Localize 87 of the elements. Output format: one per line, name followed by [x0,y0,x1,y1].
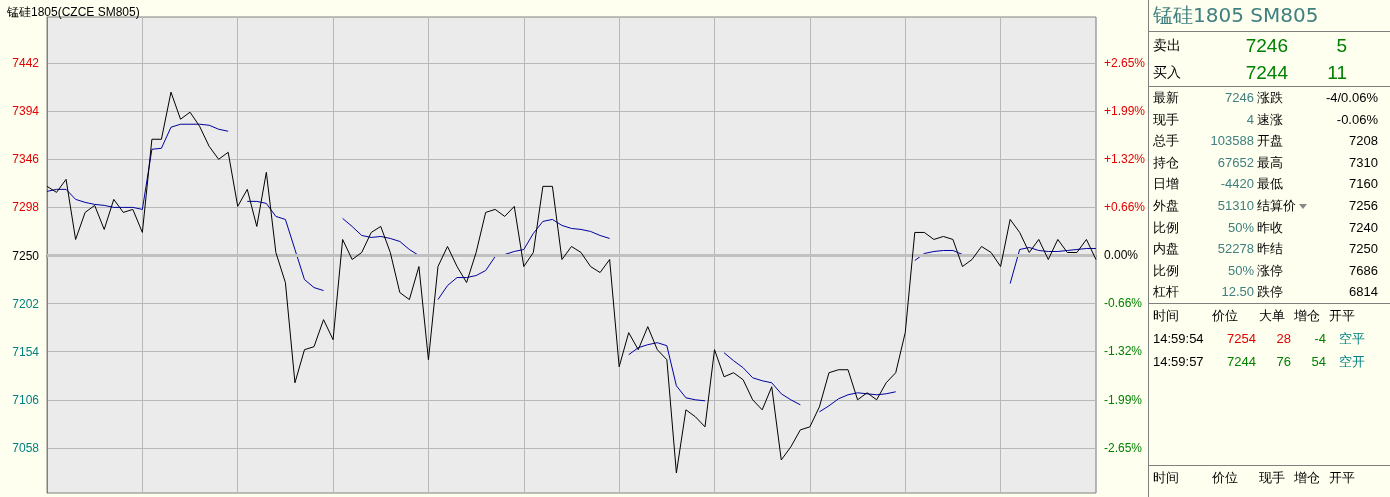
chart-title: 锰硅1805(CZCE SM805) [6,5,140,19]
y2-tick-label: -0.66% [1103,296,1143,311]
text: 28 [1275,329,1291,348]
y-tick-label: 7058 [12,440,40,455]
text: 7256 [1348,196,1378,215]
text: 7246 [1224,89,1254,107]
text: 空开 [1338,352,1365,371]
text: 日增 [1153,175,1180,194]
text: 价位 [1212,306,1239,325]
text: 50% [1226,218,1254,237]
text: 7208 [1348,132,1378,151]
text: 价位 [1212,469,1239,487]
text: 7244 [1244,61,1288,85]
text: 开平 [1329,306,1356,325]
text: 增仓 [1294,469,1321,487]
text: 14:59:57 [1153,352,1205,371]
text: 14:59:54 [1153,329,1205,348]
text: 67652 [1216,153,1254,172]
text: 结算价 [1257,196,1297,215]
text: -4 [1313,329,1326,348]
text: 锰硅1805 SM805 [1149,0,1390,32]
text: 最高 [1257,153,1284,172]
line-series [46,91,1097,474]
text: 11 [1326,61,1347,85]
text: 6814 [1348,283,1378,302]
text: 比例 [1153,218,1180,237]
text: 52278 [1216,240,1254,259]
text: 外盘 [1153,196,1180,215]
y2-tick-label: -1.99% [1103,392,1143,407]
text: 7250 [1348,240,1378,259]
text: 卖出 [1153,36,1182,55]
text: 7686 [1348,261,1378,280]
y2-tick-label: +1.99% [1103,103,1146,118]
text: 开盘 [1257,132,1284,151]
y2-tick-label: 0.00% [1103,248,1139,263]
text: 买入 [1153,63,1182,82]
text: 开平 [1329,469,1356,487]
text: 涨停 [1257,261,1284,280]
y-tick-label: 7202 [12,296,40,311]
text: -0.06% [1335,110,1378,129]
text: 昨收 [1257,218,1284,237]
text: 总手 [1153,132,1180,151]
text: -4/0.06% [1324,89,1378,107]
text: 76 [1275,352,1291,371]
text: 现手 [1259,469,1286,487]
text: 增仓 [1294,306,1321,325]
text: 时间 [1153,306,1180,325]
y2-tick-label: -2.65% [1103,440,1143,455]
text: 12.50 [1220,283,1254,302]
text: 103588 [1209,132,1254,151]
text: 7160 [1348,175,1378,194]
y2-tick-label: -1.32% [1103,344,1143,359]
y-tick-label: 7250 [12,248,40,263]
text: 7240 [1348,218,1378,237]
text: 涨跌 [1257,89,1284,107]
y-tick-label: 7298 [12,200,40,215]
y-tick-label: 7106 [12,392,40,407]
text: 速涨 [1257,110,1284,129]
y2-tick-label: +2.65% [1103,55,1146,70]
text: 持仓 [1153,153,1180,172]
text: 4 [1245,110,1254,129]
y2-tick-label: +1.32% [1103,152,1146,167]
text: 50% [1226,261,1254,280]
text: 杠杆 [1153,283,1180,302]
text: 跌停 [1257,283,1284,302]
text: 7244 [1226,352,1256,371]
text: 内盘 [1153,240,1180,259]
text: 7310 [1348,153,1378,172]
text: 空平 [1338,329,1365,348]
text: 7246 [1244,34,1288,58]
text: 7254 [1226,329,1256,348]
text: 54 [1310,352,1326,371]
text: 5 [1335,34,1347,58]
text: 现手 [1153,110,1180,129]
text: -4420 [1219,175,1254,194]
text: 比例 [1153,261,1180,280]
y-tick-label: 7394 [12,104,40,119]
y-tick-label: 7442 [12,56,40,71]
text: 最低 [1257,175,1284,194]
text: 51310 [1216,196,1254,215]
y-tick-label: 7346 [12,152,40,167]
text: 昨结 [1257,240,1284,259]
y2-tick-label: +0.66% [1103,200,1146,215]
text: 最新 [1153,89,1180,107]
text: 时间 [1153,469,1180,487]
y-tick-label: 7154 [12,344,40,359]
text: 大单 [1259,306,1286,325]
